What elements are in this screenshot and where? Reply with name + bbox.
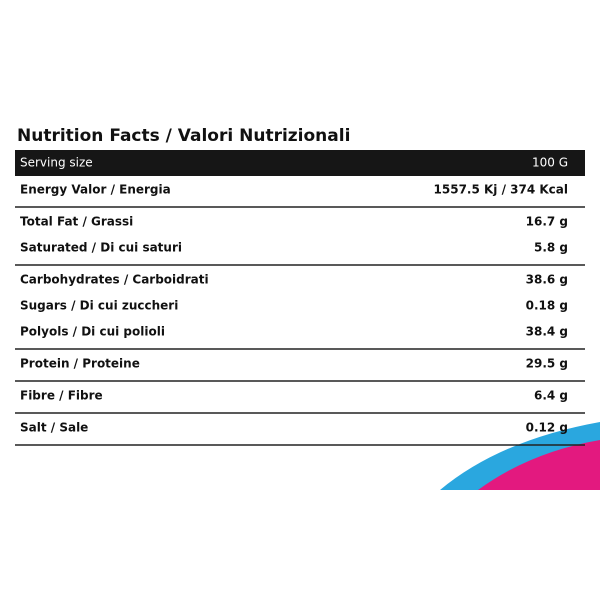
row-value: 38.6 g — [526, 273, 568, 287]
table-title: Nutrition Facts / Valori Nutrizionali — [17, 126, 350, 146]
header-label: Serving size — [20, 156, 93, 170]
row-value: 38.4 g — [526, 325, 568, 339]
header-value: 100 G — [532, 156, 568, 170]
row-label: Saturated / Di cui saturi — [20, 241, 182, 255]
row-label: Carbohydrates / Carboidrati — [20, 273, 209, 287]
row-label: Polyols / Di cui polioli — [20, 325, 165, 339]
row-value: 0.12 g — [526, 421, 568, 435]
row-value: 0.18 g — [526, 299, 568, 313]
row-label: Total Fat / Grassi — [20, 215, 133, 229]
row-label: Protein / Proteine — [20, 357, 140, 371]
row-label: Sugars / Di cui zuccheri — [20, 299, 178, 313]
row-value: 29.5 g — [526, 357, 568, 371]
row-label: Energy Valor / Energia — [20, 183, 171, 197]
row-value: 5.8 g — [534, 241, 568, 255]
row-value: 16.7 g — [526, 215, 568, 229]
decor-mask — [0, 490, 600, 600]
row-value: 1557.5 Kj / 374 Kcal — [434, 183, 568, 197]
header-bar — [15, 150, 585, 176]
decor-pink — [478, 440, 600, 490]
row-label: Fibre / Fibre — [20, 389, 103, 403]
row-value: 6.4 g — [534, 389, 568, 403]
row-label: Salt / Sale — [20, 421, 88, 435]
